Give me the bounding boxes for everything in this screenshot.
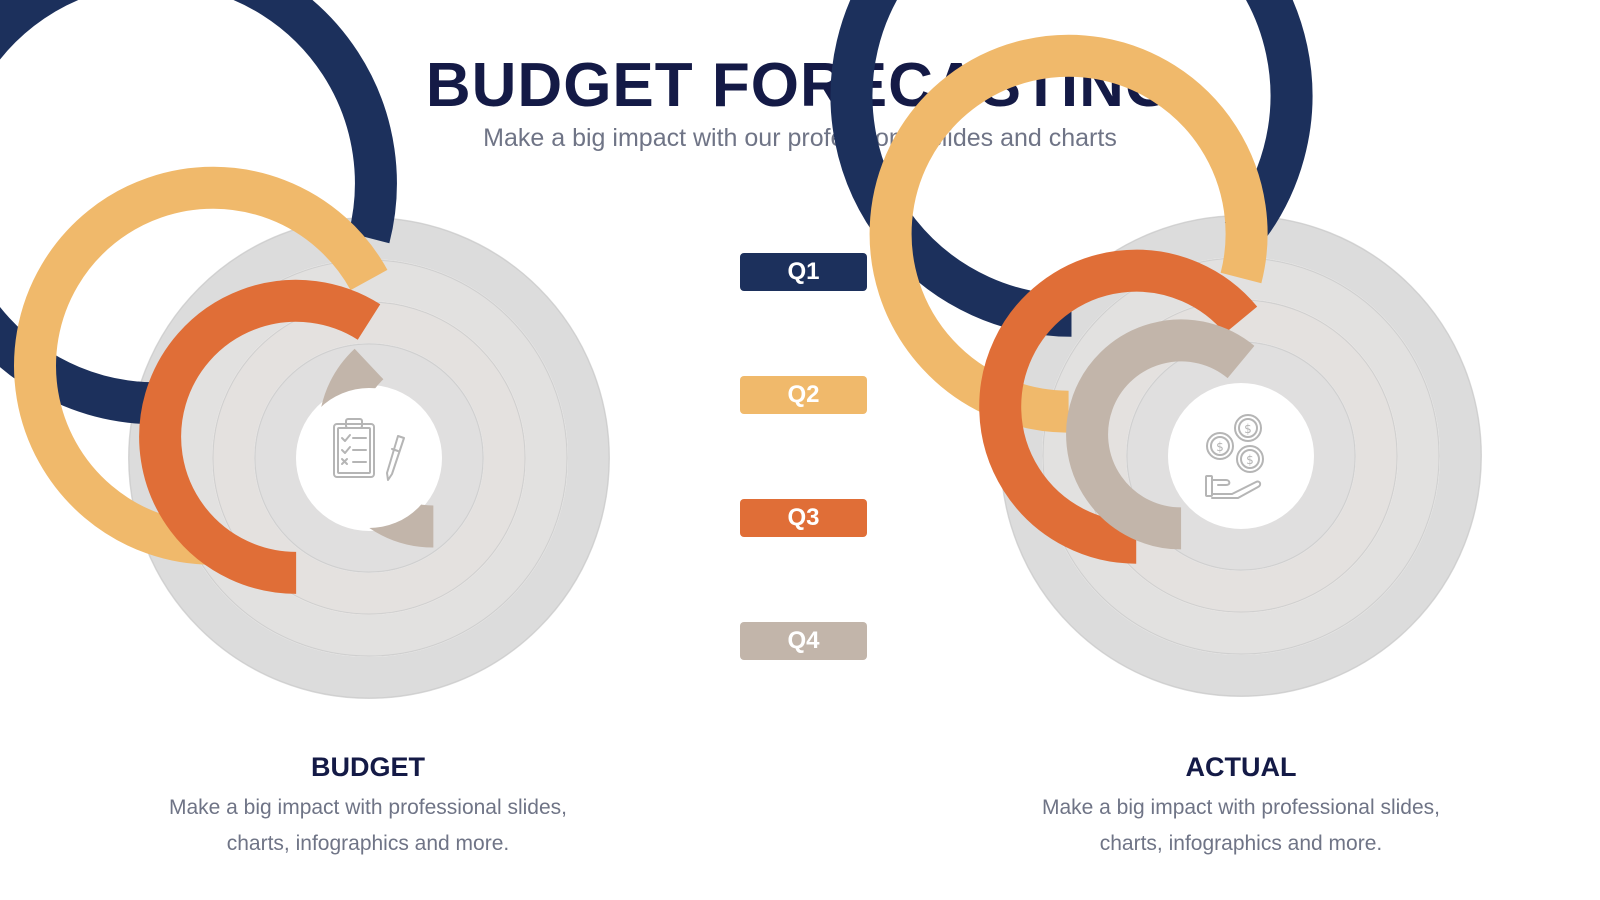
actual-bar-q2 (869, 34, 1268, 433)
clipboard-pen-icon (333, 418, 405, 481)
legend-q3: Q3 (740, 499, 867, 537)
budget-bar-q3 (139, 279, 381, 594)
budget-ring-outline-q4 (254, 343, 484, 573)
budget-radial-chart (0, 0, 610, 699)
actual-radial-chart (830, 0, 1482, 697)
svg-text:$: $ (1216, 440, 1224, 454)
coins-hand-icon: $ $ $ (1205, 414, 1264, 499)
svg-text:$: $ (1244, 422, 1252, 436)
budget-description: Make a big impact with professional slid… (168, 796, 567, 855)
svg-text:$: $ (1246, 453, 1254, 467)
page-subtitle: Make a big impact with our professional … (483, 124, 1117, 152)
actual-title: ACTUAL (1185, 752, 1297, 782)
actual-bar-q4 (1066, 319, 1255, 550)
legend-q4: Q4 (740, 622, 867, 660)
legend-q2: Q2 (740, 376, 867, 414)
budget-title: BUDGET (311, 752, 425, 782)
actual-bar-q3 (979, 249, 1258, 564)
budget-bar-q1 (0, 0, 397, 425)
legend-q1: Q1 (740, 253, 867, 291)
actual-description: Make a big impact with professional slid… (1041, 796, 1440, 855)
budget-bar-q2 (14, 166, 388, 565)
